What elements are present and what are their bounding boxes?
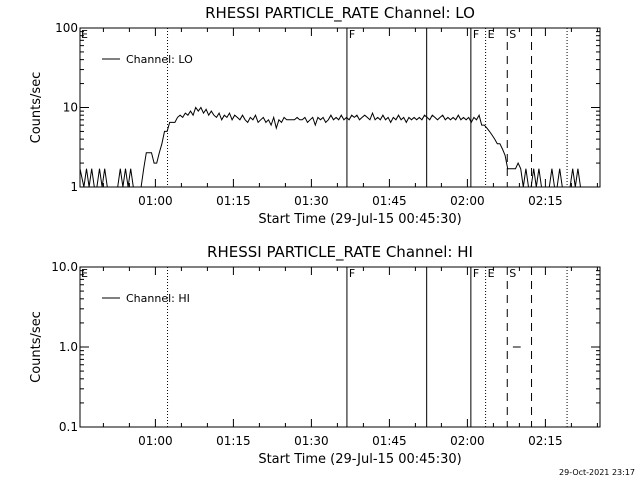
chart-title: RHESSI PARTICLE_RATE Channel: LO xyxy=(205,4,475,23)
x-tick-label: 01:30 xyxy=(294,434,329,448)
x-tick-label: 01:45 xyxy=(372,434,407,448)
y-axis-label: Counts/sec xyxy=(29,72,44,144)
series-line xyxy=(80,106,581,187)
x-tick-label: 02:00 xyxy=(450,194,485,208)
y-tick-label: 1.0 xyxy=(59,340,78,354)
event-marker-label: S xyxy=(509,28,516,41)
legend-label: Channel: HI xyxy=(126,292,190,305)
x-tick-label: 02:15 xyxy=(528,194,563,208)
x-tick-label: 01:30 xyxy=(294,194,329,208)
event-marker-label: F xyxy=(473,267,479,280)
x-tick-label: 01:00 xyxy=(138,434,173,448)
event-marker-label: E xyxy=(81,28,88,41)
event-marker-label: F xyxy=(473,28,479,41)
y-tick-label: 100 xyxy=(55,21,78,35)
event-marker-label: F xyxy=(349,267,355,280)
x-tick-label: 01:15 xyxy=(216,434,251,448)
plot-timestamp: 29-Oct-2021 23:17 xyxy=(559,468,635,477)
event-marker-label: E xyxy=(81,267,88,280)
x-axis-label: Start Time (29-Jul-15 00:45:30) xyxy=(258,212,461,227)
legend-label: Channel: LO xyxy=(126,53,193,66)
x-tick-label: 02:00 xyxy=(450,434,485,448)
plot-frame xyxy=(79,27,601,188)
event-marker-label: F xyxy=(349,28,355,41)
x-tick-label: 01:15 xyxy=(216,194,251,208)
event-marker-label: E xyxy=(488,28,495,41)
event-marker-label: S xyxy=(509,267,516,280)
y-tick-label: 10.0 xyxy=(51,260,78,274)
y-tick-label: 0.1 xyxy=(59,420,78,434)
x-axis-label: Start Time (29-Jul-15 00:45:30) xyxy=(258,452,461,467)
y-axis-label: Counts/sec xyxy=(29,311,44,383)
event-marker-label: E xyxy=(488,267,495,280)
y-tick-label: 1 xyxy=(70,180,78,194)
chart-title: RHESSI PARTICLE_RATE Channel: HI xyxy=(207,243,473,262)
y-tick-label: 10 xyxy=(63,101,78,115)
plot-frame xyxy=(79,266,601,428)
x-tick-label: 01:00 xyxy=(138,194,173,208)
x-tick-label: 01:45 xyxy=(372,194,407,208)
lo-channel-panel: RHESSI PARTICLE_RATE Channel: LO 01:00 01:… xyxy=(29,4,601,227)
x-tick-label: 02:15 xyxy=(528,434,563,448)
hi-channel-panel: RHESSI PARTICLE_RATE Channel: HI 01:00 01:… xyxy=(29,243,601,467)
